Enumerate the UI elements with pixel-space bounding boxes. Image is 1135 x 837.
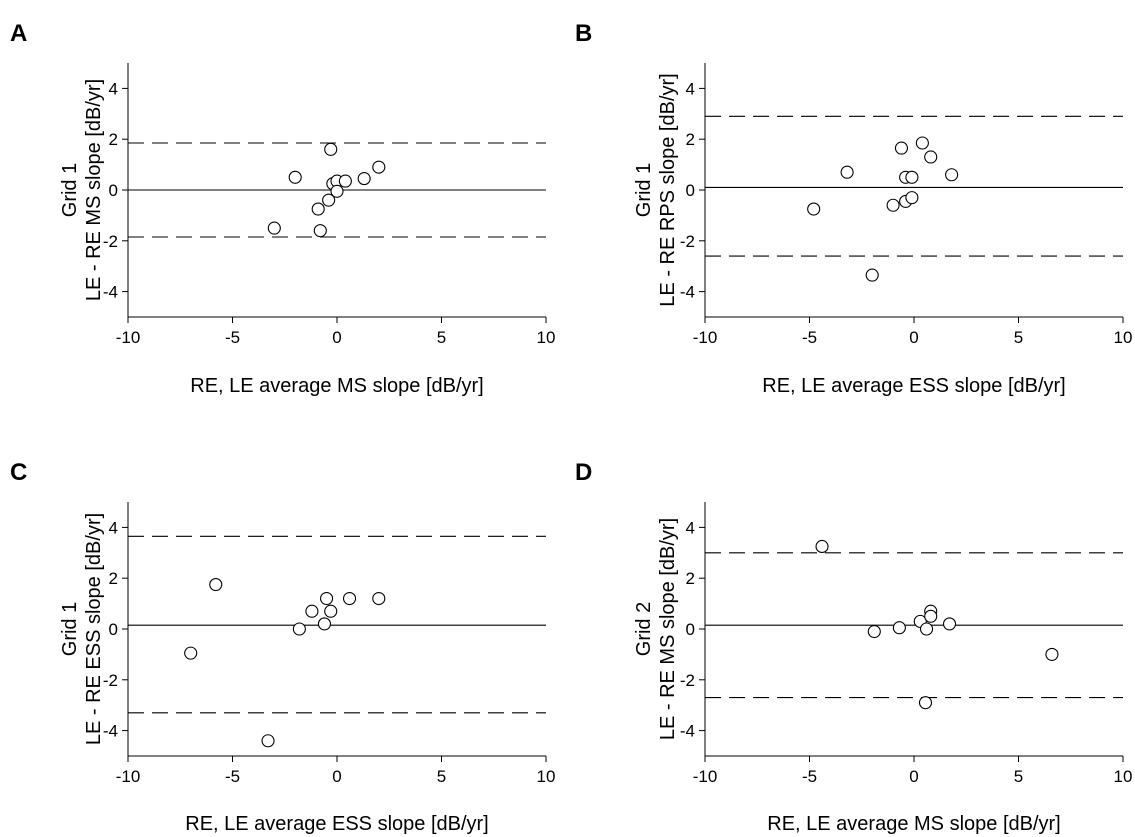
x-tick-label-c: -10 [116,767,141,786]
data-point-a [288,170,302,184]
y-tick-label-a: -4 [103,283,118,302]
x-axis-title-c: RE, LE average ESS slope [dB/yr] [185,813,489,835]
data-point-d [924,609,938,623]
y-tick-label-c: 2 [109,569,118,588]
data-point-b [924,150,938,164]
data-point-a [357,172,371,186]
data-point-c [317,617,332,631]
panel-a: A -4 -2 0 2 4 -10 -5 0 5 10 Grid 1 LE - RE MS slope … [10,20,555,397]
panel-b: B -4 -2 0 2 4 -10 -5 0 5 10 Grid 1 LE - RE RPS slope… [575,20,1132,397]
data-point-a [267,221,281,235]
y-tick-label-b: -4 [680,283,695,302]
data-point-c [209,577,223,592]
panel-letter-c: C [10,459,27,486]
data-point-b [865,268,879,282]
x-tick-label-c: -5 [225,767,240,786]
data-point-d [919,622,934,636]
panel-letter-a: A [10,20,27,47]
panel-letter-d: D [575,459,592,486]
y-tick-label-c: 0 [109,620,118,639]
x-tick-label-d: -5 [802,767,817,786]
x-tick-label-b: 10 [1114,328,1133,347]
data-point-d [942,617,957,631]
y-tick-label-d: -4 [680,722,695,741]
data-point-c [184,646,198,660]
data-point-c [292,622,306,636]
x-tick-label-d: 0 [909,767,918,786]
data-point-d [892,621,906,635]
x-tick-label-a: 5 [437,328,446,347]
data-point-b [945,168,959,182]
y-tick-label-b: 4 [686,79,695,98]
x-tick-label-b: 5 [1014,328,1023,347]
y-axis-title-line2-c: LE - RE ESS slope [dB/yr] [83,513,105,745]
x-tick-label-a: -5 [225,328,240,347]
panel-c: C -4 -2 0 2 4 -10 -5 0 5 10 Grid 1 LE - RE ESS slope… [10,459,555,835]
y-tick-label-c: -4 [103,722,118,741]
x-tick-label-c: 5 [437,767,446,786]
data-point-a [313,224,327,238]
x-axis-title-d: RE, LE average MS slope [dB/yr] [767,813,1060,835]
y-axis-title-line1-c: Grid 1 [59,602,81,656]
x-tick-label-c: 0 [332,767,341,786]
data-point-a [330,184,344,198]
data-point-b [905,170,919,184]
y-tick-label-d: 2 [686,569,695,588]
x-tick-label-b: 0 [909,328,918,347]
y-axis-title-line1-d: Grid 2 [633,602,655,656]
x-tick-label-c: 10 [537,767,556,786]
x-tick-label-b: -10 [693,328,718,347]
x-tick-label-a: 0 [332,328,341,347]
data-point-b [807,202,821,216]
y-tick-label-c: -2 [103,671,118,690]
y-tick-label-d: 0 [686,620,695,639]
data-point-b [886,198,900,212]
x-tick-label-d: 10 [1114,767,1133,786]
data-point-c [372,591,386,606]
y-tick-label-a: -2 [103,232,118,251]
data-point-a [338,174,352,188]
y-axis-title-line1-b: Grid 1 [633,163,655,217]
y-tick-label-d: -2 [680,671,695,690]
y-tick-label-c: 4 [109,518,118,537]
data-point-c [324,604,338,618]
x-axis-title-a: RE, LE average MS slope [dB/yr] [190,375,483,397]
y-axis-title-line2-a: LE - RE MS slope [dB/yr] [83,79,105,301]
data-point-c [319,591,334,606]
y-tick-label-d: 4 [686,518,695,537]
y-tick-label-a: 2 [109,130,118,149]
data-point-c [261,734,275,748]
y-tick-label-b: -2 [680,232,695,251]
data-point-d [867,624,881,639]
x-tick-label-d: 5 [1014,767,1023,786]
data-point-b [894,141,909,155]
x-tick-label-d: -10 [693,767,718,786]
data-point-b [840,165,854,179]
data-point-c [305,604,319,618]
y-axis-title-line1-a: Grid 1 [59,163,81,217]
data-point-d [918,696,933,710]
x-tick-label-a: -10 [116,328,141,347]
data-point-b [915,136,929,150]
data-point-d [1045,647,1059,661]
x-axis-title-b: RE, LE average ESS slope [dB/yr] [762,375,1066,397]
y-tick-label-a: 4 [109,79,118,98]
panel-d: D -4 -2 0 2 4 -10 -5 0 5 10 Grid 2 LE - RE MS slope … [575,459,1132,835]
data-point-a [322,193,336,207]
panel-letter-b: B [575,20,592,47]
data-point-c [342,591,357,606]
data-point-a [372,160,386,174]
x-tick-label-a: 10 [537,328,556,347]
data-point-d [815,539,829,554]
data-point-a [311,202,325,216]
data-point-b [905,191,919,205]
y-tick-label-b: 2 [686,130,695,149]
y-axis-title-line2-b: LE - RE RPS slope [dB/yr] [657,73,679,306]
x-tick-label-b: -5 [802,328,817,347]
data-point-a [324,142,338,156]
y-tick-label-a: 0 [109,181,118,200]
y-tick-label-b: 0 [686,181,695,200]
y-axis-title-line2-d: LE - RE MS slope [dB/yr] [657,518,679,740]
